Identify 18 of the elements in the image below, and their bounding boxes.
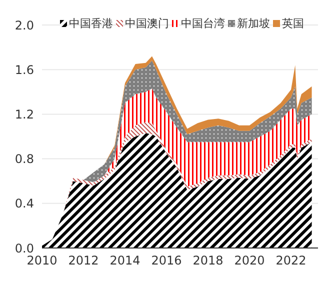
y-tick-label: 2.0 <box>14 18 34 32</box>
y-tick-label: 0.0 <box>14 241 34 256</box>
x-tick-label: 2020 <box>234 254 265 268</box>
legend-label: 中国澳门 <box>125 16 169 31</box>
y-tick-label: 0.4 <box>14 196 34 211</box>
x-tick-label: 2010 <box>26 254 58 268</box>
legend-label: 中国台湾 <box>181 16 225 31</box>
x-tick-label: 2012 <box>68 254 99 268</box>
x-tick-label: 2018 <box>192 254 224 268</box>
legend-label: 新加坡 <box>237 16 270 31</box>
x-tick-label: 2016 <box>151 254 182 268</box>
x-tick-label: 2014 <box>110 254 140 268</box>
y-tick-label: 0.8 <box>14 152 34 166</box>
legend-label: 英国 <box>282 16 304 31</box>
y-tick-label: 1.6 <box>14 62 34 77</box>
x-tick-label: 2022 <box>276 254 306 268</box>
legend-label: 中国香港 <box>69 16 113 31</box>
y-tick-label: 1.2 <box>14 107 34 122</box>
